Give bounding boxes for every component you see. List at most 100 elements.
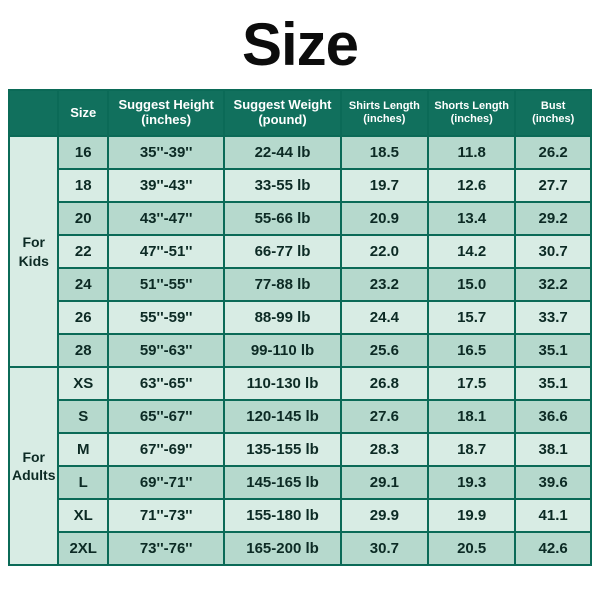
cell-shirts: 28.3	[341, 433, 428, 466]
cell-bust: 42.6	[515, 532, 591, 565]
col-header-line2: (inches)	[429, 113, 514, 126]
col-header-line1: Shorts Length	[429, 100, 514, 113]
cell-height: 47''-51''	[108, 235, 224, 268]
page-title: Size	[8, 10, 592, 79]
cell-size: 20	[58, 202, 107, 235]
table-row: M67''-69''135-155 lb28.318.738.1	[9, 433, 591, 466]
cell-shorts: 18.1	[428, 400, 515, 433]
table-row: ForAdultsXS63''-65''110-130 lb26.817.535…	[9, 367, 591, 400]
col-header-line1: Suggest Height	[109, 98, 223, 113]
cell-size: XL	[58, 499, 107, 532]
cell-shirts: 27.6	[341, 400, 428, 433]
cell-bust: 27.7	[515, 169, 591, 202]
cell-height: 63''-65''	[108, 367, 224, 400]
cell-bust: 30.7	[515, 235, 591, 268]
cell-shorts: 14.2	[428, 235, 515, 268]
cell-shirts: 26.8	[341, 367, 428, 400]
table-row: 1839''-43''33-55 lb19.712.627.7	[9, 169, 591, 202]
cell-shirts: 30.7	[341, 532, 428, 565]
cell-bust: 38.1	[515, 433, 591, 466]
cell-shirts: 23.2	[341, 268, 428, 301]
cell-shirts: 18.5	[341, 136, 428, 169]
table-row: 2451''-55''77-88 lb23.215.032.2	[9, 268, 591, 301]
table-row: 2247''-51''66-77 lb22.014.230.7	[9, 235, 591, 268]
cell-weight: 88-99 lb	[224, 301, 340, 334]
col-header-line1: Bust	[516, 100, 590, 113]
cell-weight: 22-44 lb	[224, 136, 340, 169]
cell-shorts: 16.5	[428, 334, 515, 367]
cell-height: 43''-47''	[108, 202, 224, 235]
cell-weight: 33-55 lb	[224, 169, 340, 202]
col-header-2: Suggest Height(inches)	[108, 90, 224, 136]
cell-weight: 155-180 lb	[224, 499, 340, 532]
cell-size: 26	[58, 301, 107, 334]
cell-weight: 99-110 lb	[224, 334, 340, 367]
cell-size: L	[58, 466, 107, 499]
cell-bust: 36.6	[515, 400, 591, 433]
col-header-line1: Size	[59, 106, 106, 121]
cell-weight: 165-200 lb	[224, 532, 340, 565]
cell-height: 39''-43''	[108, 169, 224, 202]
cell-shorts: 18.7	[428, 433, 515, 466]
group-label-line2: Kids	[10, 252, 57, 270]
cell-shirts: 29.1	[341, 466, 428, 499]
group-label-line2: Adults	[10, 466, 57, 484]
cell-shorts: 15.7	[428, 301, 515, 334]
cell-weight: 110-130 lb	[224, 367, 340, 400]
cell-size: 16	[58, 136, 107, 169]
group-label: ForAdults	[9, 367, 58, 565]
cell-weight: 120-145 lb	[224, 400, 340, 433]
col-header-line2: (inches)	[342, 113, 427, 126]
cell-height: 59''-63''	[108, 334, 224, 367]
cell-size: XS	[58, 367, 107, 400]
cell-weight: 66-77 lb	[224, 235, 340, 268]
cell-height: 55''-59''	[108, 301, 224, 334]
cell-height: 69''-71''	[108, 466, 224, 499]
cell-weight: 55-66 lb	[224, 202, 340, 235]
group-label-line1: For	[10, 448, 57, 466]
size-chart-container: Size SizeSuggest Height(inches)Suggest W…	[0, 0, 600, 600]
cell-bust: 39.6	[515, 466, 591, 499]
col-header-4: Shirts Length(inches)	[341, 90, 428, 136]
cell-bust: 26.2	[515, 136, 591, 169]
table-row: XL71''-73''155-180 lb29.919.941.1	[9, 499, 591, 532]
cell-bust: 33.7	[515, 301, 591, 334]
table-row: ForKids1635''-39''22-44 lb18.511.826.2	[9, 136, 591, 169]
col-header-5: Shorts Length(inches)	[428, 90, 515, 136]
col-header-1: Size	[58, 90, 107, 136]
table-row: S65''-67''120-145 lb27.618.136.6	[9, 400, 591, 433]
col-header-3: Suggest Weight(pound)	[224, 90, 340, 136]
cell-shirts: 29.9	[341, 499, 428, 532]
cell-bust: 41.1	[515, 499, 591, 532]
cell-size: S	[58, 400, 107, 433]
cell-shorts: 11.8	[428, 136, 515, 169]
cell-bust: 29.2	[515, 202, 591, 235]
cell-shorts: 19.3	[428, 466, 515, 499]
cell-shirts: 19.7	[341, 169, 428, 202]
col-header-line2: (inches)	[516, 113, 590, 126]
col-header-line1: Suggest Weight	[225, 98, 339, 113]
cell-shirts: 22.0	[341, 235, 428, 268]
table-row: L69''-71''145-165 lb29.119.339.6	[9, 466, 591, 499]
group-label: ForKids	[9, 136, 58, 367]
cell-shirts: 25.6	[341, 334, 428, 367]
table-row: 2655''-59''88-99 lb24.415.733.7	[9, 301, 591, 334]
cell-height: 73''-76''	[108, 532, 224, 565]
cell-weight: 77-88 lb	[224, 268, 340, 301]
cell-height: 65''-67''	[108, 400, 224, 433]
group-label-line1: For	[10, 233, 57, 251]
cell-bust: 35.1	[515, 367, 591, 400]
cell-shorts: 12.6	[428, 169, 515, 202]
cell-size: M	[58, 433, 107, 466]
table-row: 2859''-63''99-110 lb25.616.535.1	[9, 334, 591, 367]
cell-shorts: 20.5	[428, 532, 515, 565]
col-header-line2: (pound)	[225, 113, 339, 128]
cell-bust: 35.1	[515, 334, 591, 367]
cell-shorts: 19.9	[428, 499, 515, 532]
col-header-6: Bust(inches)	[515, 90, 591, 136]
cell-shorts: 17.5	[428, 367, 515, 400]
cell-shorts: 15.0	[428, 268, 515, 301]
cell-size: 24	[58, 268, 107, 301]
cell-size: 18	[58, 169, 107, 202]
table-row: 2043''-47''55-66 lb20.913.429.2	[9, 202, 591, 235]
